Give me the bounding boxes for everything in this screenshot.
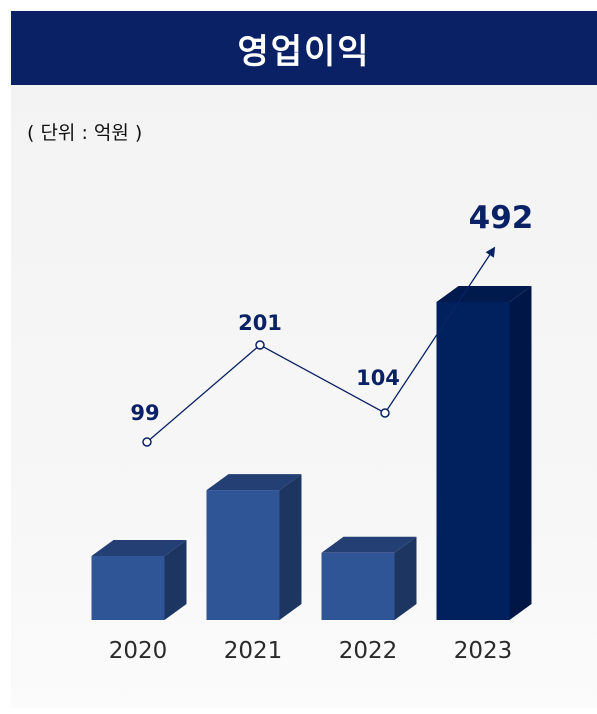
data-label-2020: 99 (130, 401, 159, 425)
bar-front (436, 302, 510, 620)
x-tick-label: 2022 (339, 638, 398, 664)
x-tick-label: 2021 (224, 638, 283, 664)
bar-2021 (206, 474, 302, 620)
bar-side (394, 536, 417, 620)
bar-top (91, 540, 187, 557)
bar-2020 (91, 540, 187, 620)
bar-side (164, 540, 187, 620)
bar-top (321, 536, 417, 553)
bar-2022 (321, 536, 417, 620)
bar-side (509, 286, 532, 620)
data-label-2023: 492 (469, 200, 534, 236)
x-tick-label: 2023 (454, 638, 513, 664)
trend-point-2022 (380, 408, 390, 418)
trend-line (146, 246, 496, 443)
unit-label: ( 단위 : 억원 ) (27, 122, 143, 144)
bar-top (206, 474, 302, 491)
x-tick-label: 2020 (109, 638, 168, 664)
bar-front (321, 552, 395, 620)
bar-side (279, 474, 302, 620)
data-label-2022: 104 (356, 366, 400, 390)
trend-point-2021 (255, 340, 265, 350)
data-label-2021: 201 (238, 311, 282, 335)
bar-front (91, 556, 165, 620)
bar-front (206, 490, 280, 620)
chart-title: 영업이익 (11, 11, 597, 85)
trend-point-2020 (142, 437, 152, 447)
bar-2023 (436, 286, 532, 620)
bar-top (436, 286, 532, 302)
